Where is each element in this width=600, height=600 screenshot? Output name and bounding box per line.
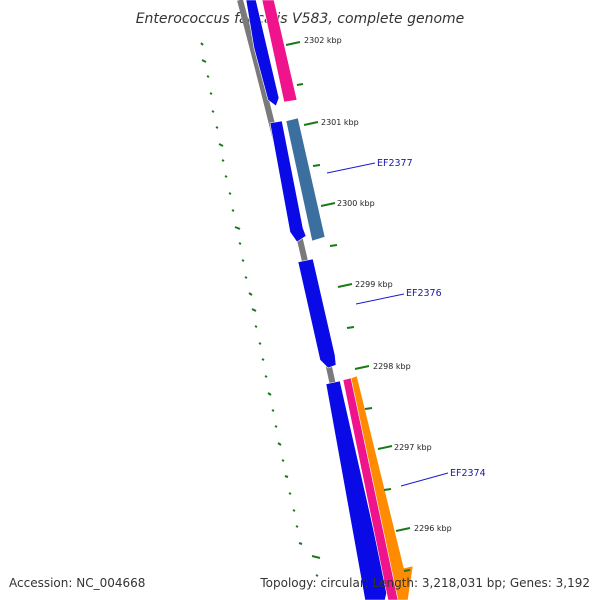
genome-summary-text: Topology: circular; Length: 3,218,031 bp… xyxy=(259,576,590,590)
genome-title: Enterococcus faecalis V583, complete gen… xyxy=(136,11,465,27)
tick-label: 2299 kbp xyxy=(355,280,393,289)
accession-text: Accession: NC_004668 xyxy=(9,576,145,590)
cds-track xyxy=(245,0,414,600)
tick-label: 2300 kbp xyxy=(337,199,375,208)
label-leader-line xyxy=(400,472,449,487)
gene-feature-ef2377-neighbor[interactable] xyxy=(269,120,307,243)
label-leader-line xyxy=(355,293,405,305)
gene-label-ef2377[interactable]: EF2377 xyxy=(377,158,413,169)
gene-label-ef2376[interactable]: EF2376 xyxy=(406,288,442,299)
gc-track xyxy=(200,42,321,577)
gene-feature[interactable] xyxy=(245,0,280,107)
gene-feature[interactable] xyxy=(261,0,298,103)
kbp-ticks xyxy=(285,41,411,572)
gene-feature-ef2376[interactable] xyxy=(297,258,337,369)
tick-label: 2298 kbp xyxy=(373,362,411,371)
tick-label: 2297 kbp xyxy=(394,443,432,452)
tick-label: 2302 kbp xyxy=(304,36,342,45)
label-leader-line xyxy=(326,162,376,174)
gene-feature-ef2377[interactable] xyxy=(285,117,326,242)
gene-feature-ef2374[interactable] xyxy=(350,375,414,600)
gene-label-ef2374[interactable]: EF2374 xyxy=(450,468,486,479)
tick-label: 2301 kbp xyxy=(321,118,359,127)
tick-label: 2296 kbp xyxy=(414,524,452,533)
